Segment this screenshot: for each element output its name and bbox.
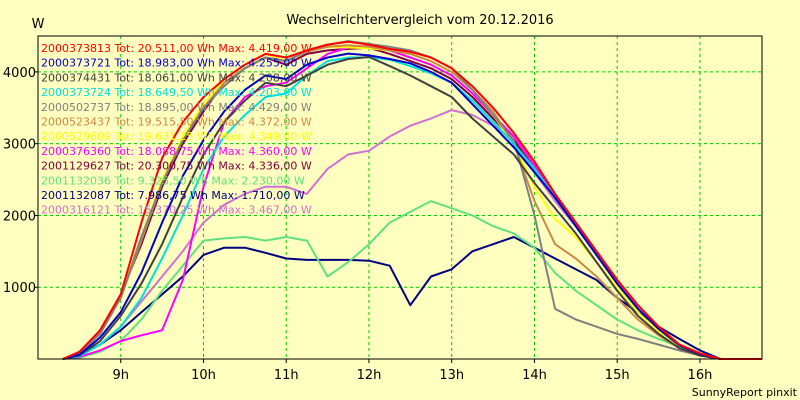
series-line xyxy=(62,40,762,360)
legend-entry: 2001132036 Tot: 9.325,50 Wh Max: 2.230,0… xyxy=(41,174,305,187)
x-tick-label: 14h xyxy=(522,368,547,383)
series-lines xyxy=(62,40,762,360)
y-tick-label: 3000 xyxy=(3,138,36,153)
legend: 2000373813 Tot: 20.511,00 Wh Max: 4.419,… xyxy=(41,42,312,217)
x-tick-label: 15h xyxy=(605,368,630,383)
x-tick-label: 13h xyxy=(439,368,464,383)
legend-entry: 2000316121 Tot: 15.370,25 Wh Max: 3.467,… xyxy=(41,204,312,217)
legend-entry: 2000373724 Tot: 18.649,50 Wh Max: 4.203,… xyxy=(41,86,312,99)
y-tick-label: 2000 xyxy=(3,209,36,224)
footer-credit: SunnyReport pinxit xyxy=(692,386,798,399)
x-tick-label: 10h xyxy=(191,368,216,383)
series-line xyxy=(62,40,762,360)
legend-entry: 2001132087 Tot: 7.986,75 Wh Max: 1.710,0… xyxy=(41,189,305,202)
x-axis-ticks: 9h 10h 11h 12h 13h 14h 15h 16h xyxy=(112,359,712,383)
y-axis-unit-label: W xyxy=(32,17,45,32)
chart-title: Wechselrichtervergleich vom 20.12.2016 xyxy=(286,13,553,28)
legend-entry: 2000374431 Tot: 18.061,00 Wh Max: 4.208,… xyxy=(41,71,312,84)
y-axis-ticks: 1000 2000 3000 4000 xyxy=(3,66,38,296)
x-tick-label: 11h xyxy=(274,368,299,383)
series-line xyxy=(62,236,762,360)
y-tick-label: 1000 xyxy=(3,281,36,296)
legend-entry: 2001129627 Tot: 20.300,75 Wh Max: 4.336,… xyxy=(41,160,312,173)
series-line xyxy=(62,56,762,360)
series-line xyxy=(62,200,762,360)
legend-entry: 2000523437 Tot: 19.515,50 Wh Max: 4.372,… xyxy=(41,116,312,129)
x-tick-label: 12h xyxy=(357,368,382,383)
legend-entry: 2000376360 Tot: 18.088,75 Wh Max: 4.360,… xyxy=(41,145,312,158)
legend-entry: 2000502737 Tot: 18.895,00 Wh Max: 4.429,… xyxy=(41,101,312,114)
legend-entry: 2000373813 Tot: 20.511,00 Wh Max: 4.419,… xyxy=(41,42,312,55)
x-tick-label: 16h xyxy=(688,368,713,383)
x-tick-label: 9h xyxy=(112,368,129,383)
legend-entry: 2000529609 Tot: 19.631,25 Wh Max: 4.349,… xyxy=(41,130,312,143)
y-tick-label: 4000 xyxy=(3,66,36,81)
legend-entry: 2000373721 Tot: 18.983,00 Wh Max: 4.255,… xyxy=(41,57,312,70)
plot-area-border xyxy=(37,35,763,360)
series-line xyxy=(62,52,762,360)
